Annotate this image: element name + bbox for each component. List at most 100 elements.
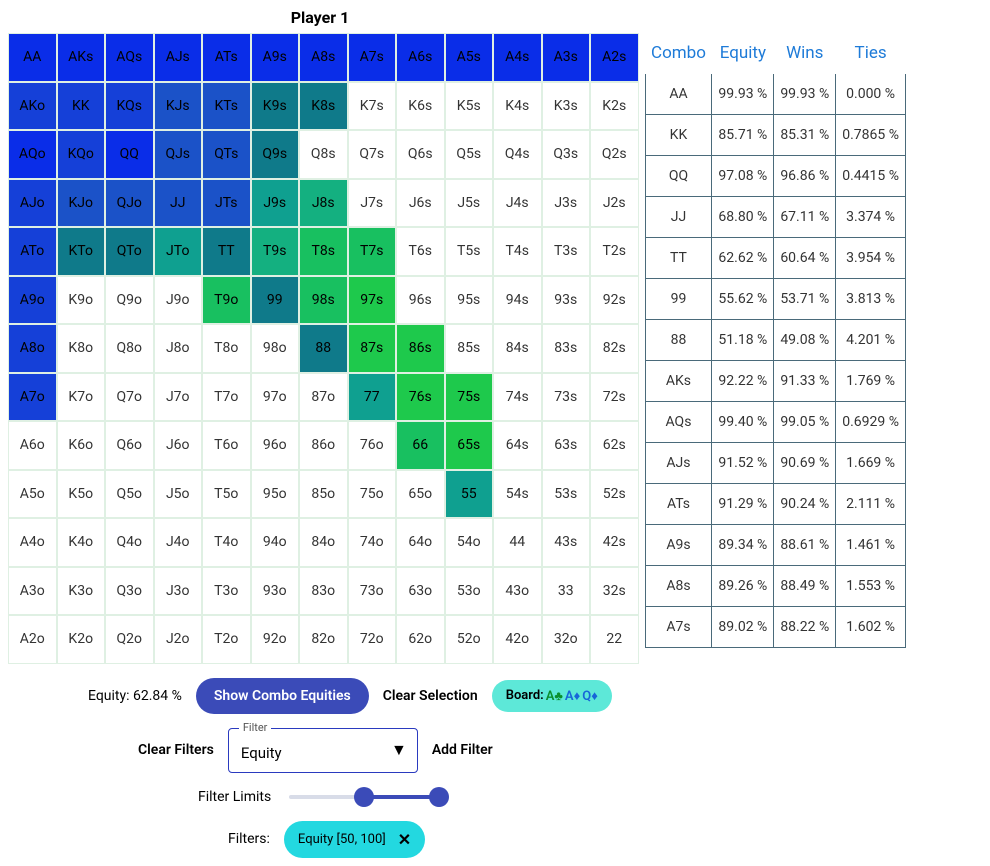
slider-thumb-low[interactable] xyxy=(354,787,374,807)
hand-cell[interactable]: 96s xyxy=(396,276,445,325)
show-combo-equities-button[interactable]: Show Combo Equities xyxy=(196,678,369,714)
hand-cell[interactable]: KQs xyxy=(105,82,154,131)
hand-cell[interactable]: 99 xyxy=(251,276,300,325)
hand-cell[interactable]: T9s xyxy=(251,227,300,276)
hand-cell[interactable]: 97o xyxy=(251,373,300,422)
hand-cell[interactable]: J7s xyxy=(348,179,397,228)
hand-cell[interactable]: K2o xyxy=(57,615,106,664)
hand-cell[interactable]: 32s xyxy=(590,567,639,616)
hand-cell[interactable]: 75o xyxy=(348,470,397,519)
hand-cell[interactable]: T3o xyxy=(202,567,251,616)
hand-cell[interactable]: T9o xyxy=(202,276,251,325)
hand-cell[interactable]: 77 xyxy=(348,373,397,422)
hand-cell[interactable]: 53o xyxy=(445,567,494,616)
hand-cell[interactable]: 65o xyxy=(396,470,445,519)
hand-cell[interactable]: Q7o xyxy=(105,373,154,422)
hand-cell[interactable]: A5s xyxy=(445,33,494,82)
hand-cell[interactable]: 97s xyxy=(348,276,397,325)
hand-cell[interactable]: K6o xyxy=(57,421,106,470)
hand-cell[interactable]: 63s xyxy=(542,421,591,470)
hand-cell[interactable]: Q8s xyxy=(299,130,348,179)
hand-cell[interactable]: 87o xyxy=(299,373,348,422)
hand-cell[interactable]: 83o xyxy=(299,567,348,616)
hand-cell[interactable]: T8s xyxy=(299,227,348,276)
hand-cell[interactable]: QTo xyxy=(105,227,154,276)
hand-cell[interactable]: 87s xyxy=(348,324,397,373)
hand-cell[interactable]: 54o xyxy=(445,518,494,567)
hand-cell[interactable]: 73s xyxy=(542,373,591,422)
hand-cell[interactable]: K6s xyxy=(396,82,445,131)
hand-cell[interactable]: 52o xyxy=(445,615,494,664)
hand-cell[interactable]: 84s xyxy=(493,324,542,373)
hand-cell[interactable]: 93o xyxy=(251,567,300,616)
hand-cell[interactable]: 82s xyxy=(590,324,639,373)
hand-cell[interactable]: A3o xyxy=(8,567,57,616)
clear-filters-button[interactable]: Clear Filters xyxy=(138,742,214,758)
hand-cell[interactable]: J7o xyxy=(154,373,203,422)
hand-cell[interactable]: QJo xyxy=(105,179,154,228)
hand-cell[interactable]: K5o xyxy=(57,470,106,519)
hand-cell[interactable]: A4o xyxy=(8,518,57,567)
hand-cell[interactable]: 92o xyxy=(251,615,300,664)
hand-cell[interactable]: J4s xyxy=(493,179,542,228)
board-chip[interactable]: Board: A♣A♦Q♦ xyxy=(492,680,612,712)
hand-cell[interactable]: A6s xyxy=(396,33,445,82)
hand-cell[interactable]: 88 xyxy=(299,324,348,373)
hand-cell[interactable]: ATs xyxy=(202,33,251,82)
hand-cell[interactable]: JJ xyxy=(154,179,203,228)
hand-cell[interactable]: Q4s xyxy=(493,130,542,179)
hand-cell[interactable]: K8s xyxy=(299,82,348,131)
clear-selection-button[interactable]: Clear Selection xyxy=(383,688,478,704)
hand-cell[interactable]: J6s xyxy=(396,179,445,228)
hand-cell[interactable]: 62s xyxy=(590,421,639,470)
hand-cell[interactable]: K5s xyxy=(445,82,494,131)
slider-thumb-high[interactable] xyxy=(429,787,449,807)
hand-cell[interactable]: 64o xyxy=(396,518,445,567)
hand-cell[interactable]: K7o xyxy=(57,373,106,422)
hand-cell[interactable]: Q3o xyxy=(105,567,154,616)
hand-cell[interactable]: T4s xyxy=(493,227,542,276)
hand-cell[interactable]: Q3s xyxy=(542,130,591,179)
hand-cell[interactable]: K4s xyxy=(493,82,542,131)
hand-cell[interactable]: A4s xyxy=(493,33,542,82)
hand-cell[interactable]: 32o xyxy=(542,615,591,664)
hand-cell[interactable]: J3o xyxy=(154,567,203,616)
filter-select[interactable]: Filter Equity ▼ xyxy=(228,728,418,773)
hand-cell[interactable]: KJo xyxy=(57,179,106,228)
hand-cell[interactable]: K9o xyxy=(57,276,106,325)
hand-cell[interactable]: 94s xyxy=(493,276,542,325)
hand-cell[interactable]: 73o xyxy=(348,567,397,616)
hand-cell[interactable]: 84o xyxy=(299,518,348,567)
hand-cell[interactable]: 54s xyxy=(493,470,542,519)
hand-cell[interactable]: 85o xyxy=(299,470,348,519)
hand-cell[interactable]: T5o xyxy=(202,470,251,519)
hand-cell[interactable]: AA xyxy=(8,33,57,82)
hand-cell[interactable]: 96o xyxy=(251,421,300,470)
hand-cell[interactable]: A6o xyxy=(8,421,57,470)
hand-cell[interactable]: AKs xyxy=(57,33,106,82)
hand-cell[interactable]: 72s xyxy=(590,373,639,422)
hand-cell[interactable]: ATo xyxy=(8,227,57,276)
hand-cell[interactable]: T6s xyxy=(396,227,445,276)
hand-cell[interactable]: 95o xyxy=(251,470,300,519)
hand-cell[interactable]: Q2s xyxy=(590,130,639,179)
hand-cell[interactable]: A8o xyxy=(8,324,57,373)
hand-cell[interactable]: 52s xyxy=(590,470,639,519)
hand-cell[interactable]: J2s xyxy=(590,179,639,228)
hand-cell[interactable]: Q4o xyxy=(105,518,154,567)
hand-cell[interactable]: A3s xyxy=(542,33,591,82)
hand-cell[interactable]: KTs xyxy=(202,82,251,131)
hand-cell[interactable]: QTs xyxy=(202,130,251,179)
hand-cell[interactable]: K3o xyxy=(57,567,106,616)
hand-cell[interactable]: Q5o xyxy=(105,470,154,519)
hand-cell[interactable]: 82o xyxy=(299,615,348,664)
hand-cell[interactable]: 83s xyxy=(542,324,591,373)
hand-cell[interactable]: 76o xyxy=(348,421,397,470)
hand-cell[interactable]: J2o xyxy=(154,615,203,664)
hand-cell[interactable]: 76s xyxy=(396,373,445,422)
hand-cell[interactable]: 55 xyxy=(445,470,494,519)
hand-cell[interactable]: 85s xyxy=(445,324,494,373)
hand-cell[interactable]: 93s xyxy=(542,276,591,325)
hand-cell[interactable]: 95s xyxy=(445,276,494,325)
hand-cell[interactable]: 42s xyxy=(590,518,639,567)
